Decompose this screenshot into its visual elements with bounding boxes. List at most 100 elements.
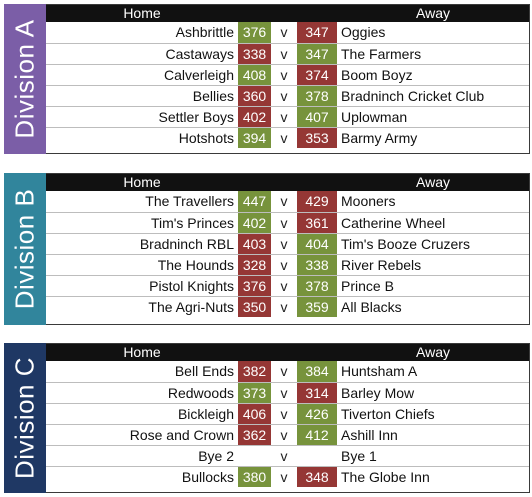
home-score: 382 [238, 361, 271, 382]
away-score: 384 [297, 361, 337, 382]
away-score: 378 [297, 86, 337, 106]
versus-label: v [280, 448, 288, 464]
away-team: River Rebels [341, 257, 422, 273]
versus-label: v [280, 363, 288, 379]
table-row: Bye 2 v Bye 1 [46, 445, 529, 466]
table-body: The Travellers 447 v 429 Mooners Tim's Prince… [46, 191, 529, 317]
table-row: Redwoods 373 v 314 Barley Mow [46, 382, 529, 403]
away-team: Boom Boyz [341, 67, 413, 83]
away-team: Huntsham A [341, 363, 418, 379]
home-score: 360 [238, 86, 271, 106]
division-block: Division B Home Away The Travellers 447 v 429 M… [4, 173, 530, 325]
away-team: Ashill Inn [341, 427, 398, 443]
results-table: Home Away Ashbrittle 376 v 347 Oggies Castaways… [46, 4, 530, 154]
home-team: The Agri-Nuts [148, 299, 234, 315]
away-team: Tim's Booze Cruzers [341, 236, 470, 252]
away-score: 429 [297, 191, 337, 212]
table-row: Bullocks 380 v 348 The Globe Inn [46, 466, 529, 487]
table-row: Tim's Princes 402 v 361 Catherine Wheel [46, 212, 529, 233]
away-score: 374 [297, 65, 337, 85]
division-label: Division A [9, 19, 40, 139]
home-team: Tim's Princes [150, 215, 234, 231]
home-score: 338 [238, 44, 271, 64]
away-score: 378 [297, 276, 337, 296]
away-score: 347 [297, 22, 337, 43]
table-header: Home Away [46, 344, 529, 361]
table-row: Rose and Crown 362 v 412 Ashill Inn [46, 424, 529, 445]
table-row: Bickleigh 406 v 426 Tiverton Chiefs [46, 403, 529, 424]
table-row: Settler Boys 402 v 407 Uplowman [46, 106, 529, 127]
home-team: Ashbrittle [175, 24, 234, 40]
away-team: Oggies [341, 24, 386, 40]
versus-label: v [280, 88, 288, 104]
away-score: 348 [297, 467, 337, 487]
division-block: Division C Home Away Bell Ends 382 v 384 Huntsh… [4, 343, 530, 493]
away-team: Bradninch Cricket Club [341, 88, 485, 104]
division-side-band: Division B [4, 173, 46, 325]
results-table: Home Away Bell Ends 382 v 384 Huntsham A Redwoo… [46, 343, 530, 493]
away-team: The Globe Inn [341, 469, 430, 485]
away-score [297, 446, 337, 466]
away-score: 412 [297, 425, 337, 445]
table-row: Hotshots 394 v 353 Barmy Army [46, 127, 529, 148]
home-score [238, 446, 271, 466]
away-team: Barmy Army [341, 130, 418, 146]
away-score: 407 [297, 107, 337, 127]
versus-label: v [280, 109, 288, 125]
away-score: 404 [297, 234, 337, 254]
versus-label: v [280, 24, 288, 40]
away-team: All Blacks [341, 299, 402, 315]
home-team: Bellies [192, 88, 234, 104]
table-row: Ashbrittle 376 v 347 Oggies [46, 22, 529, 43]
table-header: Home Away [46, 5, 529, 22]
versus-label: v [280, 278, 288, 294]
home-team: The Travellers [145, 193, 234, 209]
table-row: Calverleigh 408 v 374 Boom Boyz [46, 64, 529, 85]
versus-label: v [280, 215, 288, 231]
home-score: 406 [238, 404, 271, 424]
home-score: 362 [238, 425, 271, 445]
table-body: Bell Ends 382 v 384 Huntsham A Redwoods 373 v 31… [46, 361, 529, 487]
home-team: Bickleigh [177, 406, 234, 422]
away-score: 347 [297, 44, 337, 64]
versus-label: v [280, 385, 288, 401]
versus-label: v [280, 257, 288, 273]
home-column-header: Home [123, 174, 161, 190]
table-row: Castaways 338 v 347 The Farmers [46, 43, 529, 64]
home-score: 408 [238, 65, 271, 85]
versus-label: v [280, 299, 288, 315]
table-row: The Hounds 328 v 338 River Rebels [46, 254, 529, 275]
division-side-band: Division A [4, 4, 46, 154]
home-team: Bullocks [181, 469, 234, 485]
versus-label: v [280, 469, 288, 485]
away-score: 338 [297, 255, 337, 275]
away-team: The Farmers [341, 46, 422, 62]
table-row: Pistol Knights 376 v 378 Prince B [46, 275, 529, 296]
away-team: Prince B [341, 278, 394, 294]
table-row: Bradninch RBL 403 v 404 Tim's Booze Cruzers [46, 233, 529, 254]
home-score: 402 [238, 107, 271, 127]
away-score: 359 [297, 297, 337, 317]
home-team: Settler Boys [158, 109, 234, 125]
versus-label: v [280, 130, 288, 146]
away-score: 361 [297, 213, 337, 233]
away-column-header: Away [416, 5, 450, 21]
home-score: 402 [238, 213, 271, 233]
versus-label: v [280, 67, 288, 83]
table-row: The Travellers 447 v 429 Mooners [46, 191, 529, 212]
versus-label: v [280, 46, 288, 62]
home-column-header: Home [123, 5, 161, 21]
results-table: Home Away The Travellers 447 v 429 Mooners Tim'… [46, 173, 530, 325]
away-score: 314 [297, 383, 337, 403]
home-score: 376 [238, 276, 271, 296]
table-body: Ashbrittle 376 v 347 Oggies Castaways 338 v 347 T… [46, 22, 529, 148]
away-team: Bye 1 [341, 448, 377, 464]
table-header: Home Away [46, 174, 529, 191]
division-label: Division C [9, 356, 40, 480]
home-team: The Hounds [157, 257, 234, 273]
home-team: Bradninch RBL [139, 236, 234, 252]
table-row: Bell Ends 382 v 384 Huntsham A [46, 361, 529, 382]
versus-label: v [280, 427, 288, 443]
versus-label: v [280, 236, 288, 252]
versus-label: v [280, 193, 288, 209]
